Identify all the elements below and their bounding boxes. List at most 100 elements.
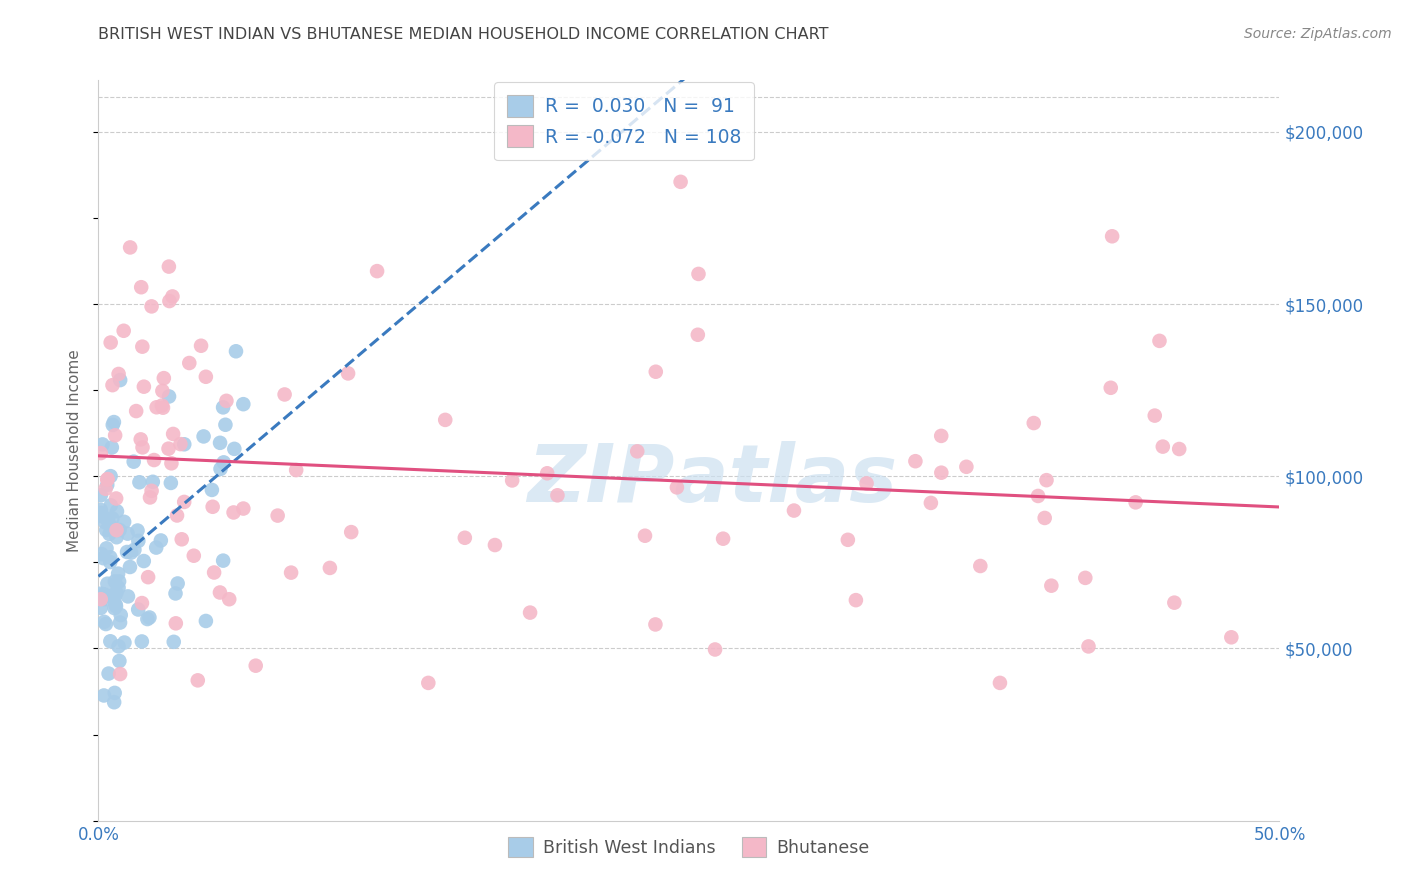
Point (108, 654, 131, 668)
Point (201, 483, 224, 497)
Point (94, 482, 117, 496)
Point (107, 367, 129, 381)
Point (101, 520, 124, 534)
Point (139, 491, 162, 505)
Point (93, 551, 115, 566)
Point (90, 503, 112, 517)
Point (665, 480, 688, 494)
Point (209, 462, 232, 476)
Point (132, 554, 155, 568)
Point (920, 496, 942, 510)
Point (845, 593, 868, 607)
Point (1143, 409, 1166, 423)
Point (105, 504, 128, 518)
Point (108, 523, 131, 537)
Point (187, 673, 209, 688)
Point (90, 446, 112, 460)
Point (143, 453, 166, 467)
Point (418, 676, 440, 690)
Point (179, 356, 201, 370)
Point (855, 476, 877, 491)
Point (141, 299, 163, 313)
Point (136, 612, 159, 626)
Point (245, 658, 267, 673)
Point (208, 585, 231, 599)
Point (100, 469, 122, 483)
Point (988, 676, 1011, 690)
Point (232, 501, 254, 516)
Point (125, 404, 148, 418)
Point (152, 401, 174, 415)
Point (122, 455, 145, 469)
Point (104, 599, 127, 614)
Point (173, 495, 195, 509)
Point (91, 437, 114, 451)
Point (783, 503, 806, 517)
Point (104, 598, 127, 612)
Point (104, 428, 127, 442)
Point (157, 294, 180, 309)
Point (193, 429, 215, 443)
Point (117, 526, 139, 541)
Point (165, 616, 187, 631)
Point (173, 437, 195, 451)
Point (160, 475, 183, 490)
Point (127, 602, 149, 616)
Point (688, 267, 710, 281)
Point (145, 401, 167, 415)
Point (170, 533, 193, 547)
Point (96, 576, 118, 591)
Point (434, 413, 457, 427)
Point (319, 561, 342, 575)
Point (634, 529, 657, 543)
Point (138, 610, 160, 624)
Point (101, 417, 124, 432)
Point (142, 475, 165, 489)
Point (100, 499, 122, 513)
Point (120, 546, 142, 560)
Point (96, 478, 118, 492)
Point (96, 473, 118, 487)
Point (104, 590, 127, 604)
Point (129, 433, 152, 447)
Point (93, 615, 115, 629)
Point (94, 617, 117, 632)
Point (1074, 571, 1097, 585)
Point (209, 435, 232, 450)
Point (215, 393, 238, 408)
Point (1099, 381, 1122, 395)
Point (152, 384, 174, 398)
Point (1040, 579, 1063, 593)
Point (127, 533, 149, 548)
Point (162, 289, 184, 303)
Point (157, 389, 180, 403)
Point (224, 442, 246, 456)
Point (100, 335, 122, 350)
Point (128, 475, 150, 490)
Point (1077, 640, 1099, 654)
Point (110, 608, 132, 623)
Point (90, 547, 112, 561)
Point (266, 508, 288, 523)
Point (98, 555, 121, 569)
Point (686, 327, 709, 342)
Point (103, 601, 125, 615)
Point (1168, 442, 1191, 456)
Point (93, 689, 115, 703)
Point (105, 523, 128, 537)
Point (1022, 416, 1045, 430)
Point (454, 531, 477, 545)
Point (108, 574, 131, 589)
Point (114, 635, 136, 649)
Point (337, 367, 360, 381)
Point (150, 399, 173, 413)
Point (108, 667, 131, 681)
Point (1101, 229, 1123, 244)
Point (97, 513, 120, 527)
Point (90, 506, 112, 520)
Point (112, 515, 135, 529)
Point (90, 601, 112, 615)
Point (212, 455, 235, 469)
Point (501, 474, 523, 488)
Legend: British West Indians, Bhutanese: British West Indians, Bhutanese (502, 830, 876, 863)
